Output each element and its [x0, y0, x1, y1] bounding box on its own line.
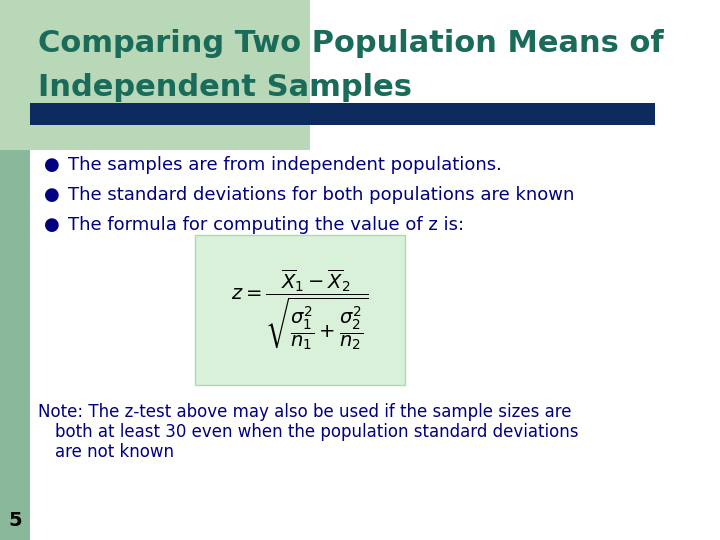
Text: both at least 30 even when the population standard deviations: both at least 30 even when the populatio… [55, 423, 578, 441]
Text: The standard deviations for both populations are known: The standard deviations for both populat… [68, 186, 575, 204]
Bar [0, 0, 30, 540]
Text: are not known: are not known [55, 443, 174, 461]
Bar [30, 103, 655, 125]
Text: Note: The z-test above may also be used if the sample sizes are: Note: The z-test above may also be used … [38, 403, 572, 421]
Bar [195, 235, 405, 385]
Text: 5: 5 [8, 510, 22, 530]
Text: $z = \dfrac{\overline{X}_1 - \overline{X}_2}{\sqrt{\dfrac{\sigma_1^2}{n_1} + \df: $z = \dfrac{\overline{X}_1 - \overline{X… [231, 267, 369, 353]
Text: The samples are from independent populations.: The samples are from independent populat… [68, 156, 502, 174]
Text: Comparing Two Population Means of: Comparing Two Population Means of [38, 29, 664, 57]
Text: ●: ● [44, 216, 60, 234]
Bar [0, 0, 310, 150]
Text: ●: ● [44, 156, 60, 174]
Bar [30, 150, 720, 540]
Bar [310, 0, 720, 150]
Text: Independent Samples: Independent Samples [38, 72, 412, 102]
Text: The formula for computing the value of z is:: The formula for computing the value of z… [68, 216, 464, 234]
Text: ●: ● [44, 186, 60, 204]
